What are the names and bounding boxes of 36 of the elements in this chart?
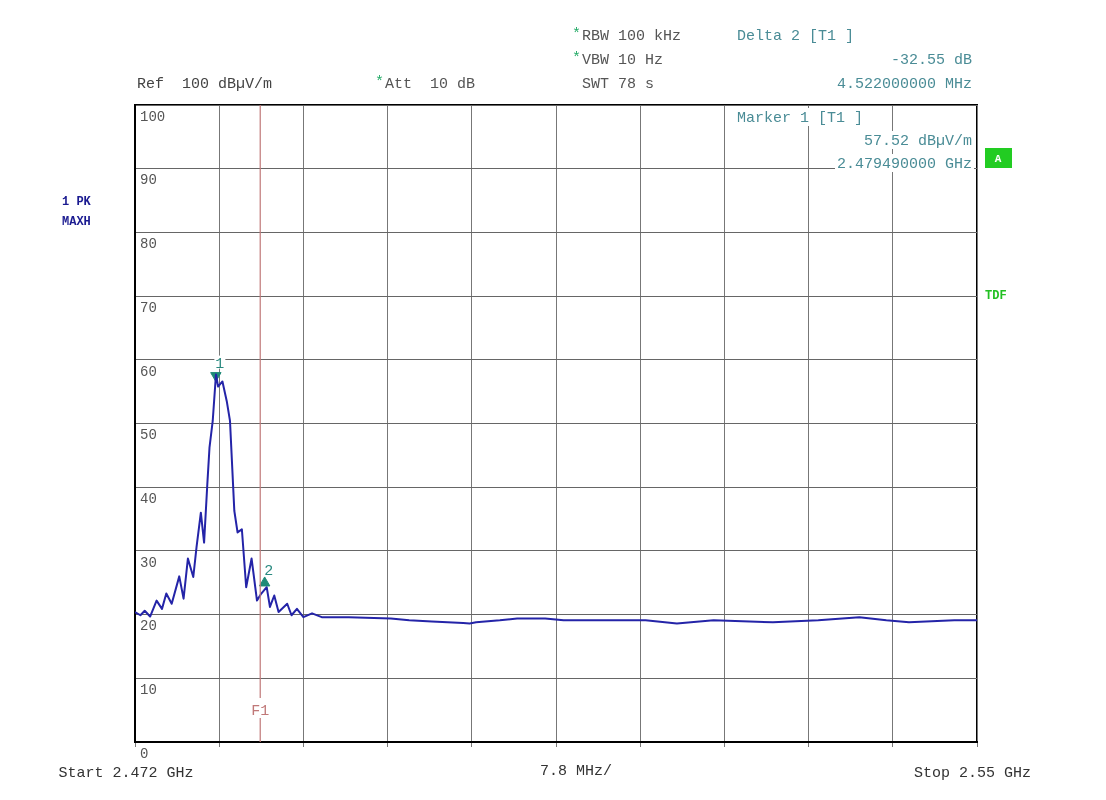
- y-tick-label: 90: [140, 172, 157, 189]
- text: TDF: [985, 289, 1007, 303]
- y-tick-label: 100: [140, 108, 166, 125]
- y-tick-label: 30: [140, 554, 157, 571]
- annotation: Marker 1 [T1 ]: [737, 110, 864, 127]
- y-tick-label: 80: [140, 236, 157, 253]
- text: Start: [58, 765, 104, 782]
- y-tick-label: 0: [140, 745, 149, 762]
- text: MAXH: [62, 215, 91, 229]
- x-tick-label: 2.55: [958, 764, 996, 782]
- text: 1 PK: [62, 195, 92, 209]
- text: 4.522000000 MHz: [836, 76, 972, 93]
- y-tick-label: 50: [140, 427, 157, 444]
- text: A: [994, 153, 1002, 165]
- text: *Att 10 dB: [374, 74, 476, 93]
- x-tick-label: 2.472: [112, 764, 158, 782]
- y-tick-label: 10: [140, 682, 157, 698]
- y-tick-label: 40: [140, 490, 157, 507]
- text: SWT 78 s: [582, 76, 655, 93]
- y-tick-label: 70: [140, 299, 157, 316]
- text: GHz: [1004, 765, 1032, 782]
- text: *VBW 10 Hz: [571, 50, 664, 69]
- annotation: 2: [264, 562, 274, 580]
- y-tick-label: 20: [140, 618, 157, 635]
- text: GHz: [166, 765, 194, 782]
- text: *RBW 100 kHz: [571, 26, 682, 45]
- annotation: 1: [215, 355, 225, 373]
- ref-line-label: F1: [251, 703, 270, 720]
- text: -32.55 dB: [890, 52, 972, 69]
- text: Delta 2 [T1 ]: [737, 28, 855, 45]
- text: Stop: [913, 765, 950, 782]
- text: Ref 100 dBµV/m: [137, 76, 273, 93]
- y-tick-label: 60: [140, 363, 157, 380]
- annotation: 2.479490000 GHz: [836, 156, 972, 173]
- annotation: 57.52 dBµV/m: [863, 133, 972, 150]
- x-axis-title: 7.8 MHz/: [539, 763, 613, 781]
